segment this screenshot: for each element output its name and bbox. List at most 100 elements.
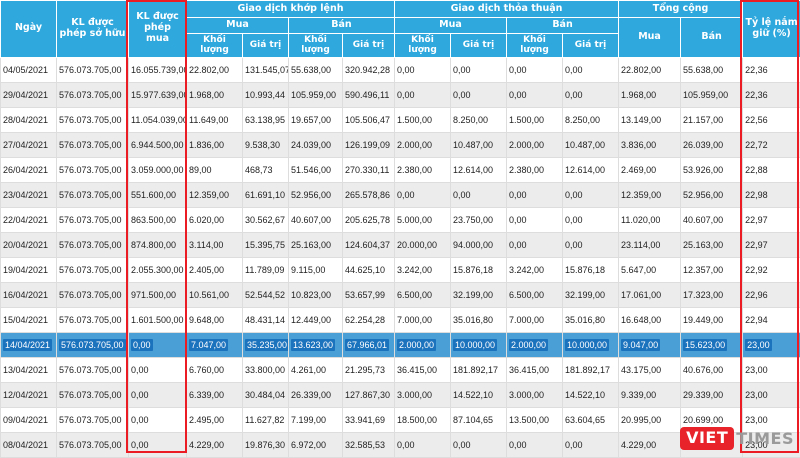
value-cell: 7.000,00 <box>395 307 451 332</box>
value-cell: 576.073.705,00 <box>57 382 129 407</box>
value-cell: 576.073.705,00 <box>57 207 129 232</box>
value-cell: 105.506,47 <box>343 107 395 132</box>
table-row[interactable]: 20/04/2021576.073.705,00874.800,003.114,… <box>1 232 800 257</box>
value-cell: 320.942,28 <box>343 57 395 82</box>
value-cell: 11.789,09 <box>243 257 289 282</box>
header-put-through: Giao dịch thỏa thuận <box>395 1 619 18</box>
value-cell: 0,00 <box>395 82 451 107</box>
table-row[interactable]: 13/04/2021576.073.705,000,006.760,0033.8… <box>1 357 800 382</box>
value-cell: 30.484,04 <box>243 382 289 407</box>
table-row[interactable]: 16/04/2021576.073.705,00971.500,0010.561… <box>1 282 800 307</box>
date-cell: 14/04/2021 <box>1 332 57 357</box>
value-cell: 6.500,00 <box>395 282 451 307</box>
value-cell: 0,00 <box>451 182 507 207</box>
value-cell: 23.750,00 <box>451 207 507 232</box>
value-cell: 7.199,00 <box>289 407 343 432</box>
value-cell: 22.802,00 <box>619 57 681 82</box>
value-cell: 181.892,17 <box>451 357 507 382</box>
value-cell: 9.339,00 <box>619 382 681 407</box>
value-cell: 11.054.039,00 <box>129 107 187 132</box>
value-cell: 22,97 <box>743 207 800 232</box>
value-cell: 12.614,00 <box>563 157 619 182</box>
viettimes-logo: VIET TIMES <box>680 427 794 450</box>
value-cell: 0,00 <box>563 207 619 232</box>
value-cell: 17.061,00 <box>619 282 681 307</box>
value-cell: 6.944.500,00 <box>129 132 187 157</box>
value-cell: 10.993,44 <box>243 82 289 107</box>
value-cell: 4.229,00 <box>619 432 681 457</box>
value-cell: 23.114,00 <box>619 232 681 257</box>
value-cell: 576.073.705,00 <box>57 357 129 382</box>
value-cell: 1.836,00 <box>187 132 243 157</box>
value-cell: 1.500,00 <box>395 107 451 132</box>
value-cell: 22,97 <box>743 232 800 257</box>
table-row[interactable]: 27/04/2021576.073.705,006.944.500,001.83… <box>1 132 800 157</box>
value-cell: 14.522,10 <box>451 382 507 407</box>
header-om-sell-value: Giá trị <box>343 34 395 58</box>
value-cell: 10.487,00 <box>451 132 507 157</box>
value-cell: 6.972,00 <box>289 432 343 457</box>
date-cell: 27/04/2021 <box>1 132 57 157</box>
value-cell: 22,56 <box>743 107 800 132</box>
value-cell: 127.867,30 <box>343 382 395 407</box>
table-row[interactable]: 23/04/2021576.073.705,00551.600,0012.359… <box>1 182 800 207</box>
value-cell: 181.892,17 <box>563 357 619 382</box>
value-cell: 0,00 <box>129 357 187 382</box>
value-cell: 14.522,10 <box>563 382 619 407</box>
header-om-sell-volume: Khối lượng <box>289 34 343 58</box>
value-cell: 2.000,00 <box>395 132 451 157</box>
value-cell: 551.600,00 <box>129 182 187 207</box>
value-cell: 2.495,00 <box>187 407 243 432</box>
value-cell: 3.114,00 <box>187 232 243 257</box>
table-row[interactable]: 26/04/2021576.073.705,003.059.000,0089,0… <box>1 157 800 182</box>
table-row[interactable]: 29/04/2021576.073.705,0015.977.639,001.9… <box>1 82 800 107</box>
header-pt-sell: Bán <box>507 18 619 34</box>
value-cell: 40.607,00 <box>681 207 743 232</box>
value-cell: 89,00 <box>187 157 243 182</box>
value-cell: 0,00 <box>507 207 563 232</box>
table-row[interactable]: 15/04/2021576.073.705,001.601.500,009.64… <box>1 307 800 332</box>
date-cell: 23/04/2021 <box>1 182 57 207</box>
table-row[interactable]: 19/04/2021576.073.705,002.055.300,002.40… <box>1 257 800 282</box>
value-cell: 10.487,00 <box>563 132 619 157</box>
table-row[interactable]: 22/04/2021576.073.705,00863.500,006.020,… <box>1 207 800 232</box>
value-cell: 468,73 <box>243 157 289 182</box>
table-row[interactable]: 12/04/2021576.073.705,000,006.339,0030.4… <box>1 382 800 407</box>
value-cell: 15.395,75 <box>243 232 289 257</box>
value-cell: 576.073.705,00 <box>57 232 129 257</box>
value-cell: 53.926,00 <box>681 157 743 182</box>
value-cell: 23,00 <box>743 382 800 407</box>
value-cell: 94.000,00 <box>451 232 507 257</box>
value-cell: 8.250,00 <box>451 107 507 132</box>
table-row[interactable]: 14/04/2021576.073.705,000,007.047,0035.2… <box>1 332 800 357</box>
table-row[interactable]: 04/05/2021576.073.705,0016.055.739,0022.… <box>1 57 800 82</box>
value-cell: 12.449,00 <box>289 307 343 332</box>
viettimes-logo-viet-badge: VIET <box>680 427 734 450</box>
value-cell: 5.647,00 <box>619 257 681 282</box>
header-allowed-buy: KL được phép mua <box>129 1 187 58</box>
value-cell: 0,00 <box>507 182 563 207</box>
value-cell: 61.691,10 <box>243 182 289 207</box>
header-total: Tổng cộng <box>619 1 743 18</box>
value-cell: 5.000,00 <box>395 207 451 232</box>
header-om-buy-volume: Khối lượng <box>187 34 243 58</box>
value-cell: 0,00 <box>451 82 507 107</box>
value-cell: 3.242,00 <box>395 257 451 282</box>
date-cell: 16/04/2021 <box>1 282 57 307</box>
value-cell: 0,00 <box>395 182 451 207</box>
value-cell: 63.604,65 <box>563 407 619 432</box>
date-cell: 20/04/2021 <box>1 232 57 257</box>
value-cell: 15.876,18 <box>451 257 507 282</box>
header-date: Ngày <box>1 1 57 58</box>
value-cell: 55.638,00 <box>681 57 743 82</box>
value-cell: 44.625,10 <box>343 257 395 282</box>
value-cell: 15.623,00 <box>681 332 743 357</box>
value-cell: 12.359,00 <box>619 182 681 207</box>
date-cell: 04/05/2021 <box>1 57 57 82</box>
value-cell: 40.607,00 <box>289 207 343 232</box>
table-body: 04/05/2021576.073.705,0016.055.739,0022.… <box>1 57 800 457</box>
value-cell: 6.020,00 <box>187 207 243 232</box>
value-cell: 576.073.705,00 <box>57 407 129 432</box>
table-row[interactable]: 28/04/2021576.073.705,0011.054.039,0011.… <box>1 107 800 132</box>
value-cell: 0,00 <box>129 407 187 432</box>
